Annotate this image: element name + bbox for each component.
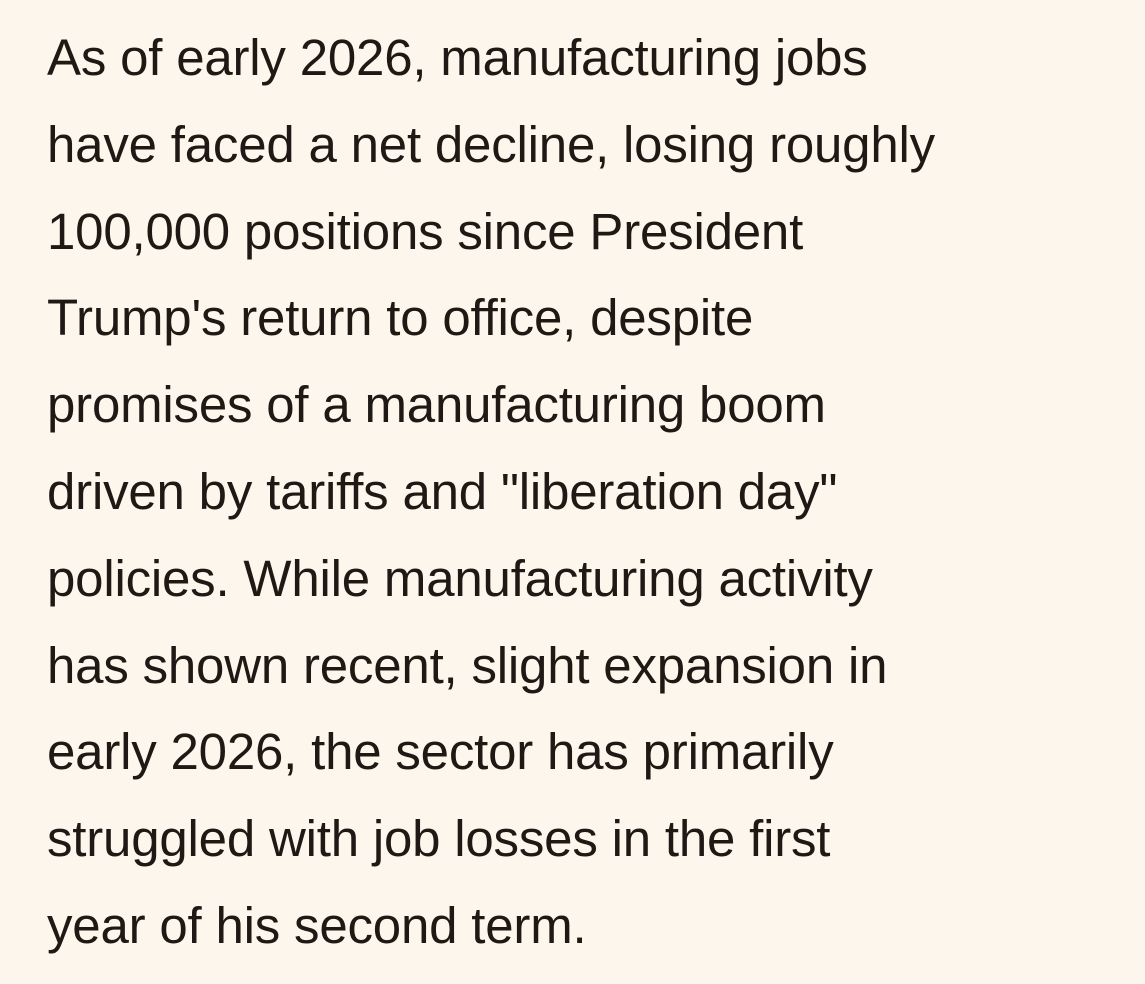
text-line: driven by tariffs and "liberation day" bbox=[47, 462, 838, 520]
text-line: struggled with job losses in the first bbox=[47, 810, 831, 868]
text-line: promises of a manufacturing boom bbox=[47, 376, 826, 434]
text-line: early 2026, the sector has primarily bbox=[47, 723, 834, 781]
text-line: have faced a net decline, losing roughly bbox=[47, 115, 935, 173]
text-line: As of early 2026, manufacturing jobs bbox=[47, 29, 868, 86]
text-line: policies. While manufacturing activity bbox=[47, 549, 873, 607]
text-line: Trump's return to office, despite bbox=[47, 289, 754, 347]
text-line: year of his second term. bbox=[47, 896, 587, 954]
answer-paragraph: As of early 2026, manufacturing jobs have… bbox=[47, 15, 1137, 970]
text-line: has shown recent, slight expansion in bbox=[47, 636, 888, 694]
text-line: 100,000 positions since President bbox=[47, 202, 804, 260]
